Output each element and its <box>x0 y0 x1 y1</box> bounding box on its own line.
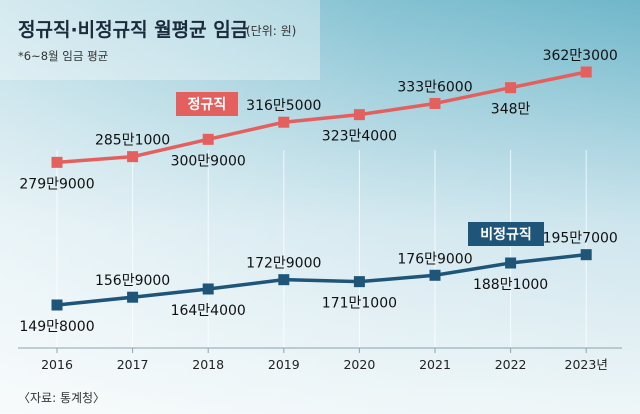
regular-point-marker <box>580 66 592 78</box>
x-tick-label: 2022 <box>495 357 527 372</box>
regular-data-label: 285만1000 <box>95 133 170 149</box>
regular-series-line <box>55 70 588 165</box>
legend-badge-irregular-label: 비정규직 <box>480 226 532 243</box>
regular-point-marker <box>278 116 290 128</box>
irregular-data-label: 164만4000 <box>171 303 246 319</box>
chart-title: 정규직·비정규직 월평균 임금 <box>18 19 248 41</box>
irregular-series-line <box>55 252 588 307</box>
regular-data-label: 300만9000 <box>171 153 246 169</box>
x-tick-label: 2016 <box>41 357 73 372</box>
footnote: *6~8월 임금 평균 <box>18 49 108 63</box>
irregular-data-label: 171만1000 <box>322 296 397 312</box>
regular-data-label: 323만4000 <box>322 129 397 145</box>
x-tick-label: 2020 <box>343 357 375 372</box>
irregular-point-marker <box>202 283 214 295</box>
irregular-point-marker <box>429 269 441 281</box>
regular-point-marker <box>505 82 517 94</box>
regular-point-marker <box>202 133 214 145</box>
legend-badge-regular: 정규직 <box>176 92 238 116</box>
irregular-data-label: 188만1000 <box>473 277 548 293</box>
x-axis-ticks: 2016 2017 2018 2019 2020 2021 2022 2023년 <box>41 348 608 372</box>
regular-data-label: 279만9000 <box>19 176 94 192</box>
x-tick-label: 2023년 <box>565 357 608 372</box>
irregular-data-label: 149만8000 <box>19 319 94 335</box>
irregular-point-marker <box>353 276 365 288</box>
legend-badge-irregular-bg <box>468 222 544 246</box>
regular-point-marker <box>51 156 63 168</box>
irregular-data-label: 195만7000 <box>543 231 618 247</box>
irregular-data-label: 156만9000 <box>95 273 170 289</box>
x-tick-label: 2017 <box>117 357 149 372</box>
regular-data-label: 362만3000 <box>543 48 618 64</box>
regular-data-label: 348만 <box>491 102 531 118</box>
regular-point-marker <box>127 151 139 163</box>
unit-label: (단위: 원) <box>246 24 296 38</box>
x-tick-label: 2021 <box>419 357 451 372</box>
regular-data-label: 316만5000 <box>246 98 321 114</box>
x-tick-label: 2019 <box>268 357 300 372</box>
regular-data-label: 333만6000 <box>397 79 472 95</box>
legend-badge-regular-bg <box>176 92 238 116</box>
vertical-gridlines <box>56 150 587 348</box>
legend-badge-regular-label: 정규직 <box>188 96 227 113</box>
irregular-point-marker <box>51 299 63 311</box>
x-tick-label: 2018 <box>192 357 224 372</box>
header-panel <box>0 0 320 80</box>
irregular-data-label: 172만9000 <box>246 256 321 272</box>
irregular-point-marker <box>278 274 290 286</box>
irregular-data-label: 176만9000 <box>397 251 472 267</box>
irregular-point-marker <box>505 257 517 269</box>
legend-badge-irregular: 비정규직 <box>468 222 544 246</box>
regular-point-marker <box>353 109 365 121</box>
regular-point-marker <box>429 97 441 109</box>
irregular-point-marker <box>580 249 592 261</box>
source-label: 〈자료: 통계청〉 <box>18 391 105 405</box>
irregular-point-marker <box>127 291 139 303</box>
